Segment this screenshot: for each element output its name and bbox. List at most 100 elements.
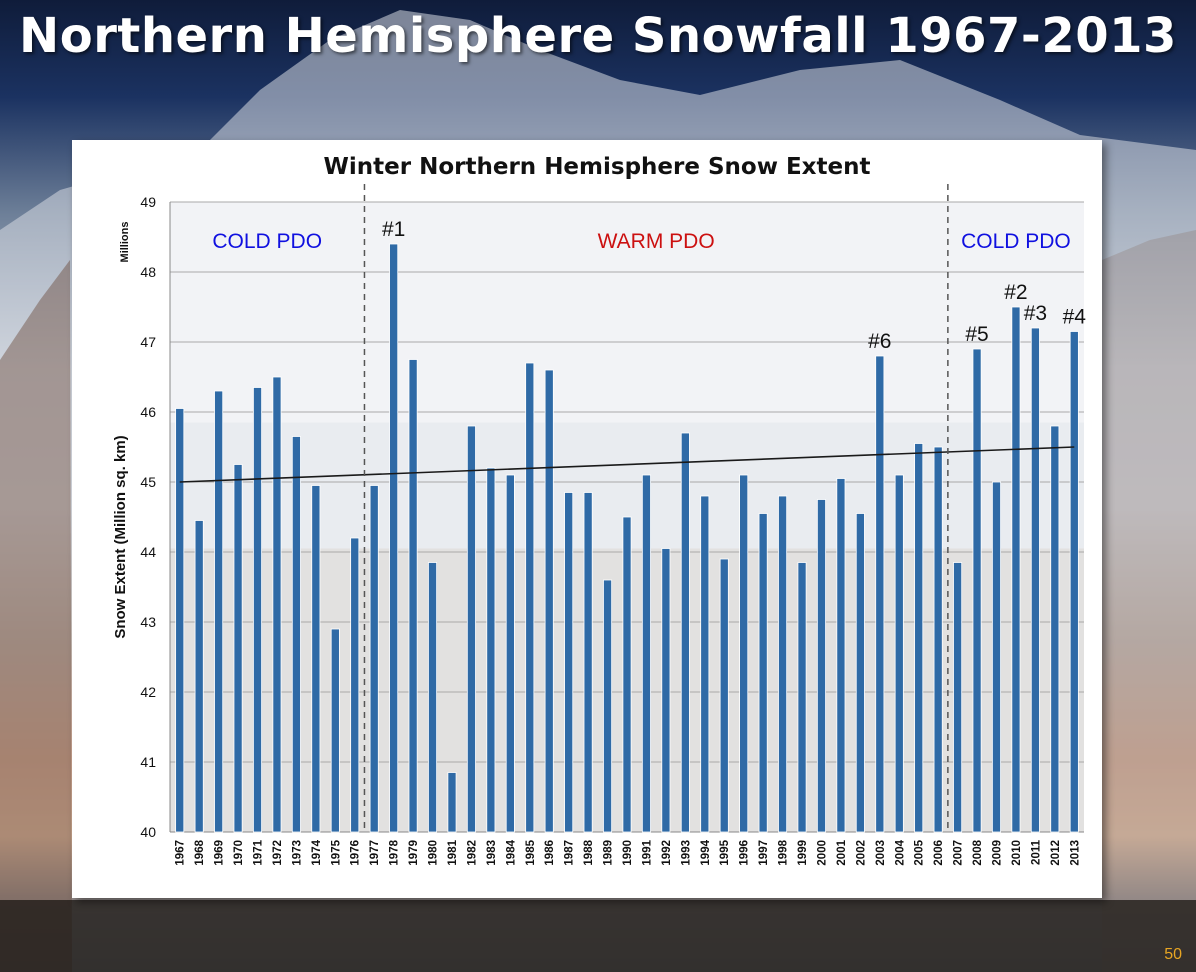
rank-label-2008: #5	[965, 323, 988, 346]
bar-2011	[1030, 327, 1040, 833]
bar-1971	[253, 387, 262, 833]
x-tick-label: 1989	[603, 840, 615, 866]
x-tick-label: 1999	[797, 840, 809, 866]
x-tick-label: 1974	[311, 839, 323, 865]
x-tick-label: 1973	[291, 840, 303, 866]
bar-1968	[194, 520, 204, 833]
x-tick-label: 2004	[894, 839, 906, 865]
x-tick-label: 1972	[272, 840, 284, 866]
x-tick-label: 2003	[875, 840, 887, 866]
x-tick-label: 1981	[447, 839, 459, 865]
bar-1999	[797, 562, 807, 833]
rank-label-2010: #2	[1004, 281, 1027, 304]
bar-1979	[408, 359, 418, 833]
x-tick-label: 1995	[719, 839, 731, 865]
x-tick-label: 1990	[622, 840, 634, 866]
bar-1995	[719, 558, 729, 833]
x-tick-label: 2001	[836, 839, 848, 865]
x-tick-label: 1977	[369, 840, 381, 866]
x-tick-label: 1992	[661, 840, 673, 866]
bar-1982	[466, 425, 476, 833]
x-tick-label: 1967	[175, 840, 187, 866]
bar-1996	[739, 474, 749, 833]
pdo-regime-label: COLD PDO	[961, 230, 1071, 253]
x-tick-label: 2002	[855, 840, 867, 866]
x-tick-label: 1988	[583, 839, 595, 865]
y-tick-label: 42	[140, 684, 156, 700]
bar-2012	[1050, 425, 1060, 833]
bar-2003	[875, 355, 885, 833]
bar-1997	[758, 513, 768, 833]
rank-label-2013: #4	[1063, 306, 1087, 329]
rank-label-2003: #6	[868, 330, 891, 353]
bar-1973	[291, 436, 301, 833]
rank-label-1978: #1	[382, 218, 405, 241]
bar-2000	[816, 499, 826, 833]
bar-1981	[447, 772, 457, 833]
bar-2006	[933, 446, 943, 833]
bar-1977	[369, 485, 379, 833]
bar-1967	[175, 408, 185, 833]
bar-1970	[233, 464, 243, 833]
x-tick-label: 1997	[758, 840, 770, 866]
plot-area-highlight	[170, 202, 1084, 423]
y-tick-label: 41	[140, 754, 156, 770]
y-tick-label: 43	[140, 614, 156, 630]
x-tick-label: 2009	[991, 840, 1003, 866]
x-tick-label: 1991	[641, 839, 653, 865]
bar-1998	[778, 495, 788, 833]
x-tick-label: 1984	[505, 839, 517, 865]
y-tick-label: 40	[140, 824, 156, 840]
bar-1972	[272, 376, 282, 833]
x-tick-label: 1987	[564, 840, 576, 866]
bar-1991	[641, 474, 651, 833]
x-tick-label: 1985	[525, 839, 537, 865]
bar-1994	[700, 495, 710, 833]
x-tick-label: 2006	[933, 840, 945, 866]
bar-1985	[525, 362, 535, 833]
y-tick-label: 46	[140, 404, 156, 420]
x-tick-label: 1994	[700, 839, 712, 865]
trend-line	[179, 446, 1075, 483]
bar-1989	[603, 579, 613, 833]
y-tick-label: 48	[140, 264, 156, 280]
x-tick-label: 1978	[389, 839, 401, 865]
chart-panel: Winter Northern Hemisphere Snow Extent 40…	[72, 140, 1102, 898]
bar-1992	[661, 548, 671, 833]
x-tick-label: 1996	[739, 840, 751, 866]
bar-1986	[544, 369, 554, 833]
x-tick-label: 2005	[914, 839, 926, 865]
y-axis-label: Snow Extent (Million sq. km)	[112, 435, 129, 638]
y-tick-label: 45	[140, 474, 156, 490]
x-tick-label: 1975	[330, 839, 342, 865]
bar-1993	[680, 432, 690, 833]
x-tick-label: 1976	[350, 840, 362, 866]
y-tick-label: 47	[140, 334, 156, 350]
bar-2013	[1069, 331, 1079, 833]
x-tick-label: 1971	[253, 839, 265, 865]
bar-1983	[486, 467, 496, 833]
x-tick-label: 2012	[1050, 840, 1062, 866]
bar-2010	[1011, 306, 1021, 833]
x-tick-label: 2008	[972, 839, 984, 865]
x-tick-label: 1979	[408, 840, 420, 866]
x-tick-label: 2010	[1011, 840, 1023, 866]
x-tick-label: 1970	[233, 840, 245, 866]
x-tick-label: 2007	[953, 840, 965, 866]
bar-1987	[564, 492, 574, 833]
chart-title: Winter Northern Hemisphere Snow Extent	[324, 154, 871, 180]
slide-number: 50	[1164, 946, 1182, 963]
y-unit-label: Millions	[119, 222, 131, 263]
bar-1969	[214, 390, 224, 833]
rank-label-2011: #3	[1024, 302, 1047, 325]
bar-1984	[505, 474, 515, 833]
x-tick-label: 1982	[466, 840, 478, 866]
slide-title: Northern Hemisphere Snowfall 1967-2013	[19, 8, 1177, 64]
bar-2005	[914, 443, 924, 833]
bar-1990	[622, 516, 632, 833]
pdo-regime-label: WARM PDO	[598, 230, 715, 253]
bar-1975	[330, 628, 340, 833]
x-tick-label: 1998	[778, 839, 790, 865]
bar-2001	[836, 478, 846, 833]
x-tick-label: 2000	[816, 840, 828, 866]
